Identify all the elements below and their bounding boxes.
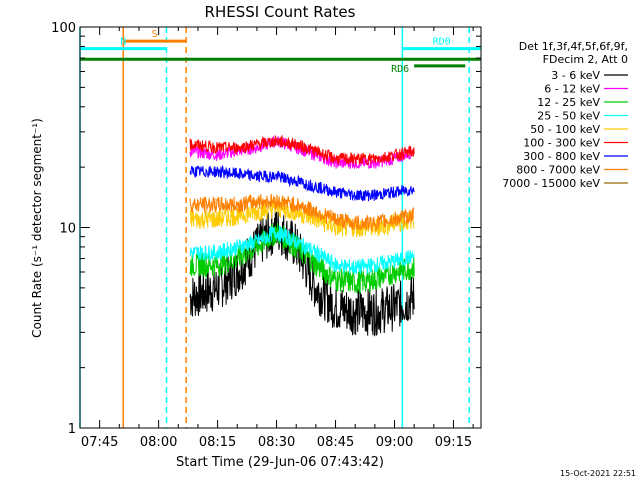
annotation-label: RD0 [433, 37, 451, 48]
chart-title: RHESSI Count Rates [205, 3, 356, 21]
x-axis-ticks: 07:45 08:00 08:15 08:30 08:45 09:00 09:15 [79, 27, 474, 450]
legend-entry-label: 100 - 300 keV [523, 137, 600, 150]
y-tick-label: 100 [51, 21, 76, 36]
x-axis-label: Start Time (29-Jun-06 07:43:42) [176, 455, 384, 470]
legend-entry-label: 7000 - 15000 keV [502, 177, 600, 190]
y-axis-label: Count Rate (s⁻¹ detector segment⁻¹) [30, 118, 44, 338]
legend: Det 1f,3f,4f,5f,6f,9f,FDecim 2, Att 0 3 -… [502, 40, 628, 190]
legend-header: FDecim 2, Att 0 [543, 53, 628, 66]
x-tick-label: 08:30 [258, 435, 295, 450]
x-tick-label: 09:00 [376, 435, 413, 450]
legend-entry-label: 50 - 100 keV [530, 123, 600, 136]
series-line [189, 136, 415, 170]
x-tick-label: 08:15 [199, 435, 236, 450]
y-axis-ticks: 1 10 100 [51, 21, 481, 437]
series-group [189, 134, 415, 337]
legend-entry-label: 300 - 800 keV [523, 150, 600, 163]
legend-entry-label: 800 - 7000 keV [516, 164, 600, 177]
annotation-bars: S N RD0 RD6 [80, 29, 481, 75]
series-line [189, 164, 415, 202]
x-tick-label: 07:45 [81, 435, 118, 450]
legend-header: Det 1f,3f,4f,5f,6f,9f, [519, 40, 628, 53]
series-line [189, 225, 415, 275]
annotation-label: N [120, 37, 126, 48]
series-line [189, 134, 415, 166]
annotation-label: RD6 [391, 64, 409, 75]
y-tick-label: 1 [68, 422, 76, 437]
x-tick-label: 09:15 [435, 435, 472, 450]
series-line [189, 222, 415, 295]
legend-entry-label: 3 - 6 keV [551, 69, 600, 82]
legend-entry-label: 6 - 12 keV [544, 83, 600, 96]
y-tick-label: 10 [59, 222, 76, 237]
x-tick-label: 08:45 [317, 435, 354, 450]
series-line [189, 193, 415, 233]
x-tick-label: 08:00 [140, 435, 177, 450]
legend-entry-label: 25 - 50 keV [537, 110, 600, 123]
annotation-label: S [152, 29, 158, 40]
timestamp: 15-Oct-2021 22:51 [560, 469, 636, 478]
legend-entry-label: 12 - 25 keV [537, 96, 600, 109]
